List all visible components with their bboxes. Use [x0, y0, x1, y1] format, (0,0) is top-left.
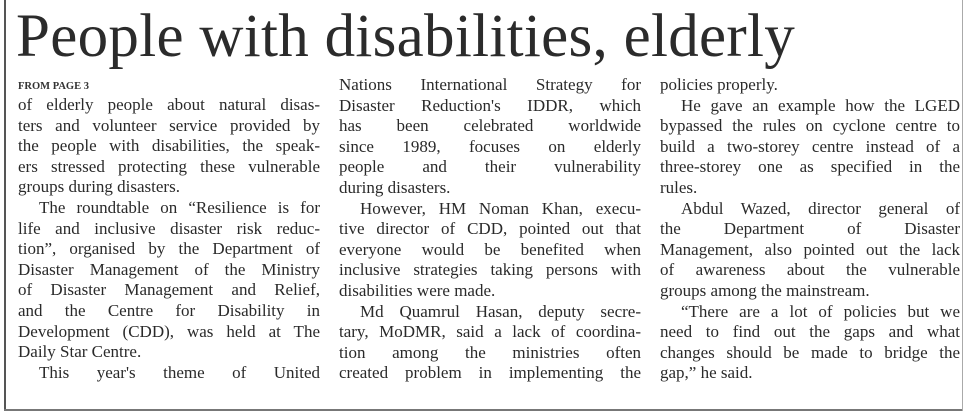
text-line: of awareness about the vulnerable: [660, 260, 960, 280]
paragraph: Abdul Wazed, director general of the Depa…: [660, 199, 960, 302]
text-line: He gave an example how the LGED: [681, 95, 960, 115]
text-line: since 1989, focuses on elderly: [339, 136, 641, 156]
text-line: people and their vulnerability: [339, 157, 641, 177]
text-line: the people with disabilities, the speak-: [18, 136, 320, 156]
text-line: Disaster Management of the Ministry: [18, 259, 320, 279]
text-line: policies properly.: [660, 75, 778, 94]
text-line: groups during disasters.: [18, 177, 180, 197]
paragraph: The roundtable on “Resilience is for life…: [18, 198, 320, 363]
frame-border-bottom: [4, 409, 962, 411]
text-line: of Disaster Management and Relief,: [18, 280, 320, 300]
text-line: “There are a lot of policies but we: [681, 301, 960, 321]
paragraph: He gave an example how the LGED bypassed …: [660, 96, 960, 199]
text-line: tion”, organised by the Department of: [18, 239, 320, 259]
text-line: life and inclusive disaster risk reduc-: [18, 218, 320, 238]
text-line: has been celebrated worldwide: [339, 116, 641, 136]
article-column-2: Nations International Strategy for Disast…: [339, 75, 641, 384]
text-line: of elderly people about natural disas-: [18, 95, 320, 114]
paragraph: “There are a lot of policies but we need …: [660, 302, 960, 384]
text-line: created problem in implementing the: [339, 363, 641, 383]
text-line: tive director of CDD, pointed out that: [339, 219, 641, 239]
text-line: everyone would be benefited when: [339, 239, 641, 259]
text-line: changes should be made to bridge the: [660, 342, 960, 362]
text-line: bypassed the rules on cyclone centre to: [660, 116, 960, 136]
paragraph: This year's theme of United: [18, 363, 320, 384]
text-line: tary, MoDMR, said a lack of coordina-: [339, 322, 641, 342]
paragraph: of elderly people about natural disas-te…: [18, 95, 320, 198]
from-page-kicker: FROM PAGE 3: [18, 81, 89, 92]
text-line: tion among the ministries often: [339, 342, 641, 362]
text-line: and the Centre for Disability in: [18, 300, 320, 320]
text-line: inclusive strategies taking persons with: [339, 260, 641, 280]
text-line: The roundtable on “Resilience is for: [39, 197, 320, 217]
text-line: ters and volunteer service provided by: [18, 115, 320, 135]
text-line: groups among the mainstream.: [660, 280, 870, 300]
text-line: Daily Star Centre.: [18, 342, 142, 362]
text-line: disabilities were made.: [339, 280, 496, 300]
text-line: ers stressed protecting these vulnerable: [18, 156, 320, 176]
text-line: Nations International Strategy for: [339, 75, 641, 94]
text-line: Abdul Wazed, director general of: [681, 198, 960, 218]
text-line: This year's theme of United: [39, 362, 320, 382]
text-line: need to find out the gaps and what: [660, 322, 960, 342]
headline: People with disabilities, elderly: [16, 3, 796, 70]
article-column-3: policies properly. He gave an example how…: [660, 75, 960, 384]
text-line: gap,” he said.: [660, 363, 753, 383]
text-line: Md Quamrul Hasan, deputy secre-: [360, 301, 641, 321]
text-line: However, HM Noman Khan, execu-: [360, 198, 641, 218]
text-line: rules.: [660, 177, 698, 197]
frame-border-left: [4, 0, 6, 411]
text-line: Development (CDD), was held at The: [18, 321, 320, 341]
paragraph: Md Quamrul Hasan, deputy secre-tary, MoD…: [339, 302, 641, 384]
text-line: build a two-storey centre instead of a: [660, 136, 960, 156]
text-line: the Department of Disaster: [660, 219, 960, 239]
text-line: Management, also pointed out the lack: [660, 239, 960, 259]
text-line: Disaster Reduction's IDDR, which: [339, 95, 641, 115]
text-line: three-storey one as specified in the: [660, 157, 960, 177]
text-line: during disasters.: [339, 177, 451, 197]
article-column-1: of elderly people about natural disas-te…: [18, 95, 320, 383]
paragraph: policies properly.: [660, 75, 960, 96]
paragraph: Nations International Strategy for Disast…: [339, 75, 641, 199]
frame-border-right: [962, 0, 963, 411]
paragraph: However, HM Noman Khan, execu-tive direc…: [339, 199, 641, 302]
